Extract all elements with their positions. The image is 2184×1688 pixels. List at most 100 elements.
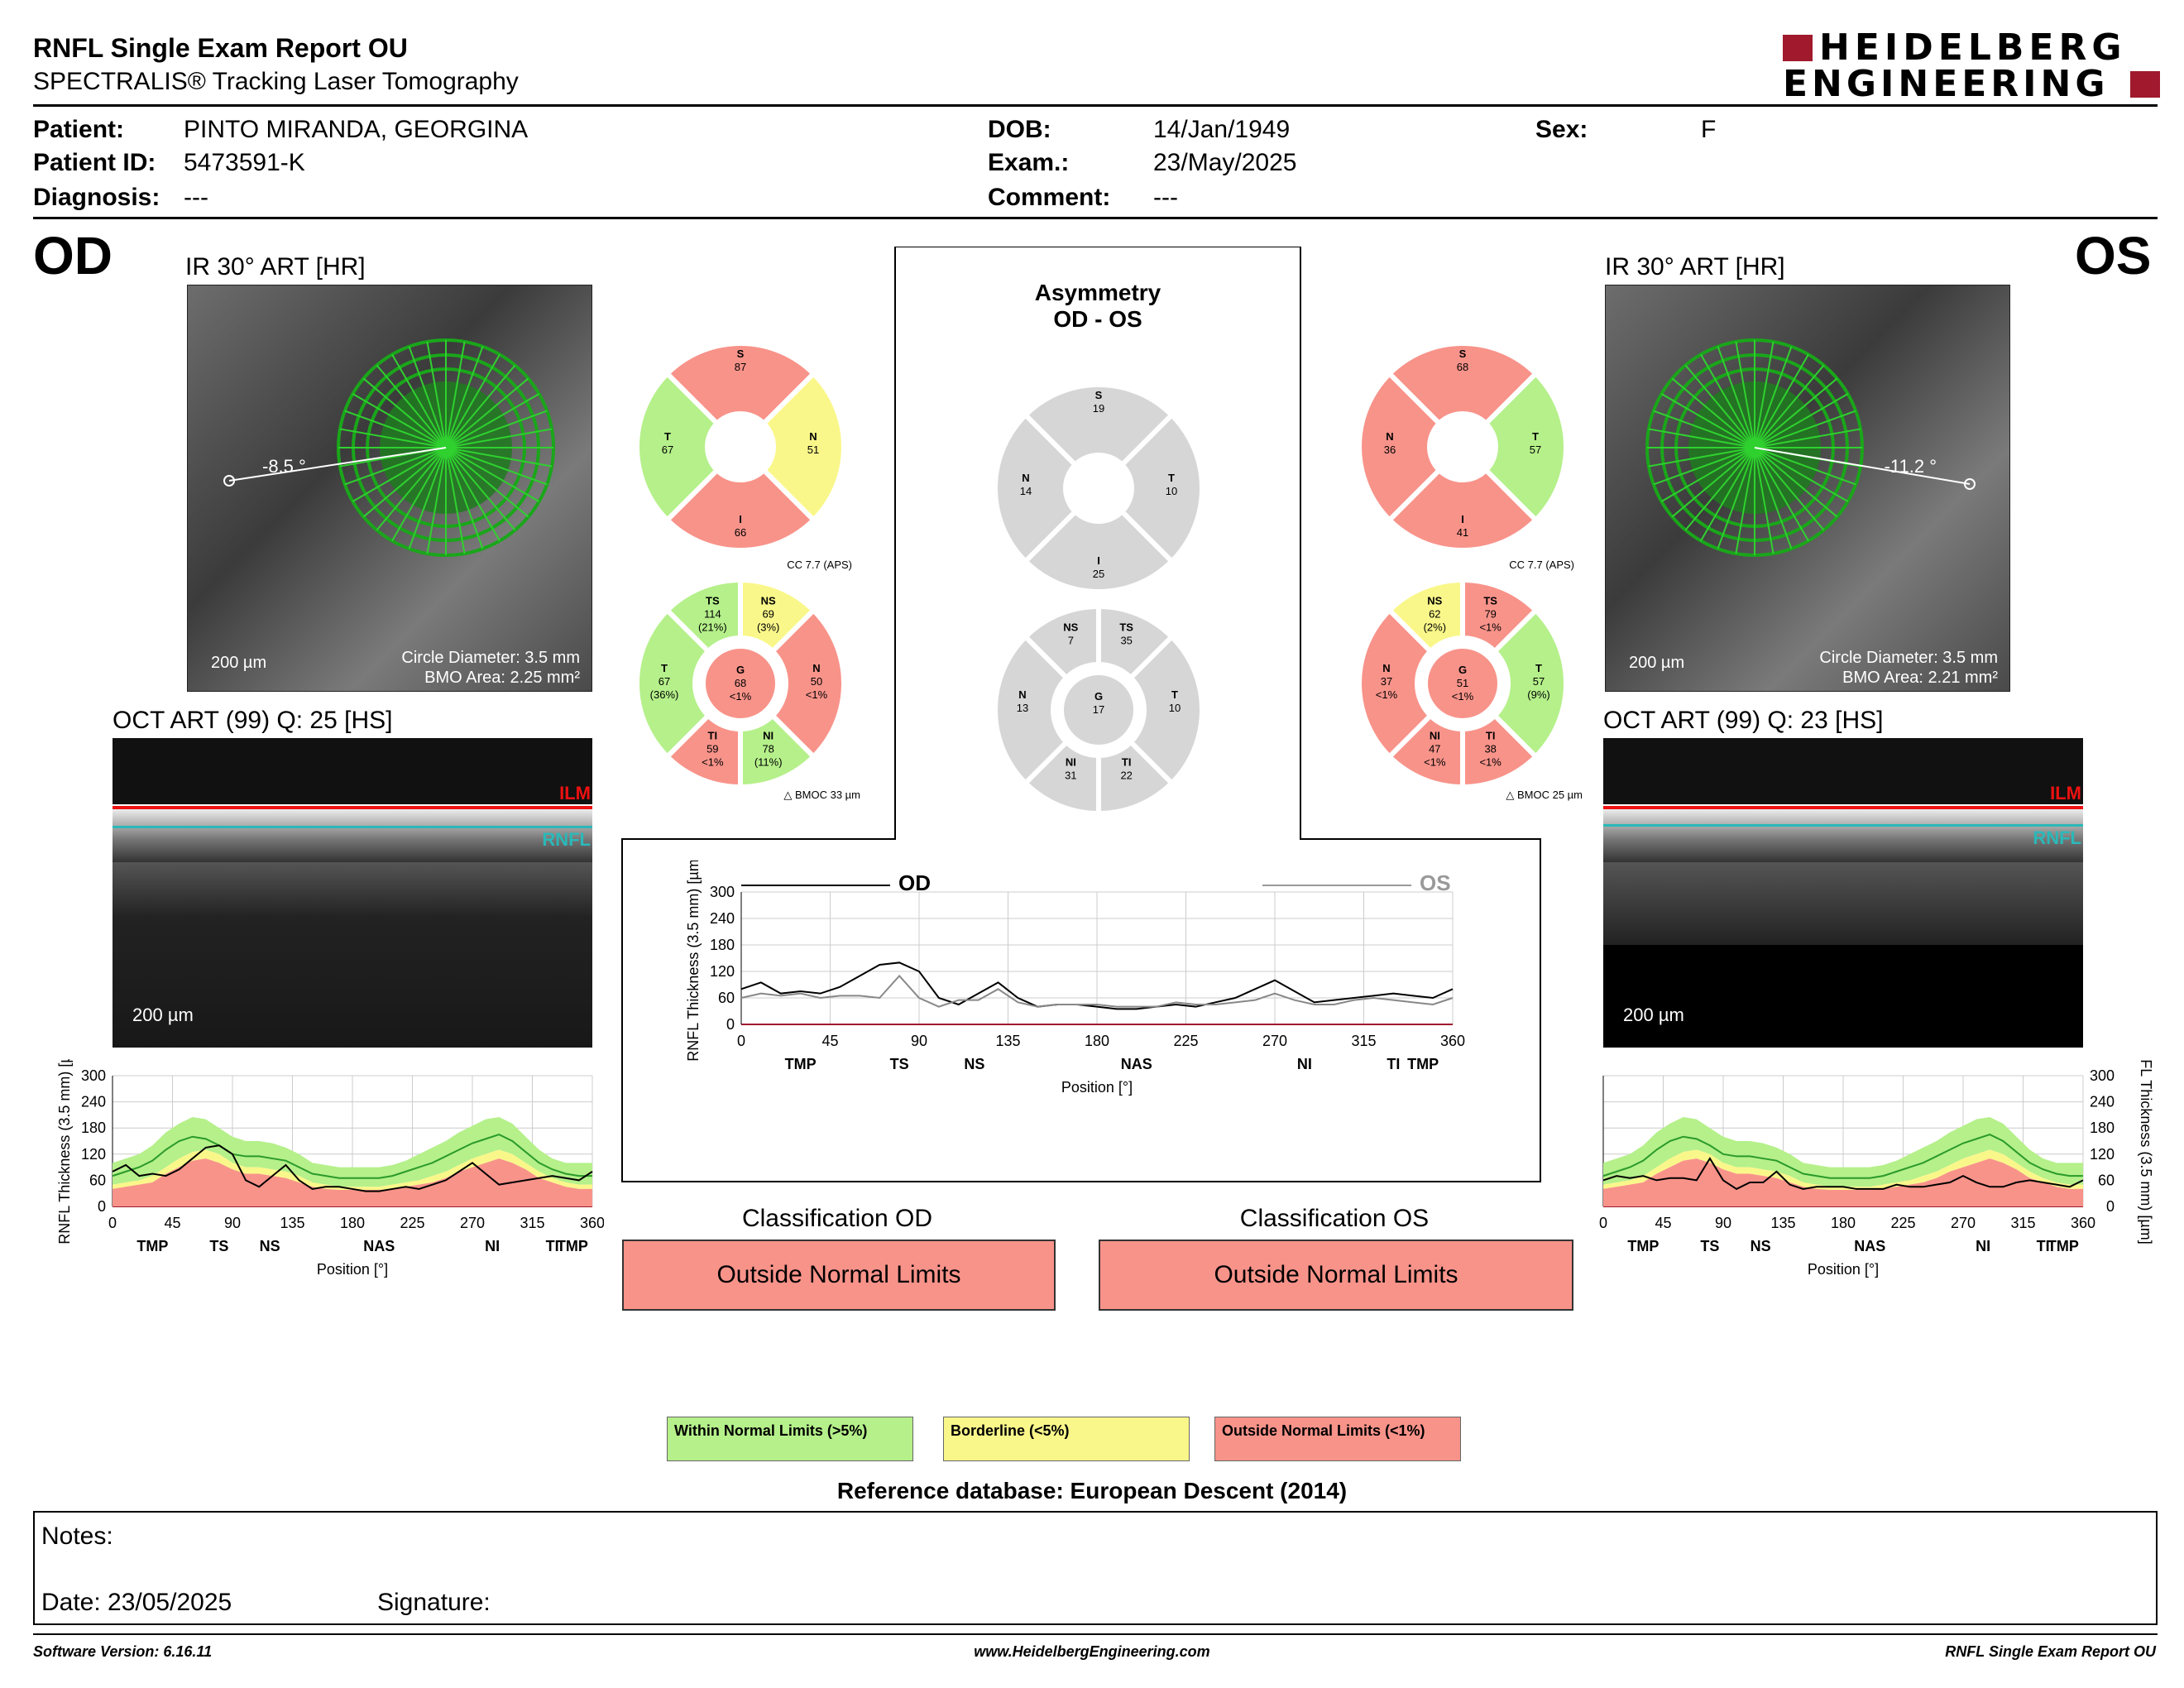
- scan-spoke: [445, 377, 529, 448]
- od-ilm-label: ILM: [559, 783, 591, 803]
- od-rnfl-label: RNFL: [542, 829, 591, 850]
- sector-label: TMP: [2048, 1238, 2079, 1254]
- legend-os-label: OS: [1420, 870, 1451, 895]
- borderline-band: [113, 1149, 592, 1190]
- scan-spoke: [445, 447, 529, 518]
- y-tick-label: 180: [710, 937, 735, 953]
- y-tick-label: 240: [81, 1094, 106, 1110]
- asym-sector-wheel-ns-text-0: NS: [1063, 621, 1078, 634]
- x-tick-label: 225: [400, 1215, 424, 1231]
- os-rnfl-profile-chart: 0 60 120 180 240 300 0 45 90 135 180 225 270 315 360 TM…: [1599, 1059, 2154, 1278]
- scan-spoke: [1754, 341, 1774, 448]
- od-circle-diameter: Circle Diameter: 3.5 mm: [401, 649, 580, 667]
- scan-spoke: [352, 447, 447, 502]
- y-tick-label: 240: [2090, 1094, 2115, 1110]
- scan-spoke: [1653, 410, 1755, 448]
- asym-quadrant-wheel-s: [1022, 382, 1176, 468]
- y-tick-label: 300: [2090, 1067, 2115, 1084]
- classification-os-title: Classification OS: [1239, 1205, 1430, 1232]
- asym-sector-wheel-t: [1127, 633, 1205, 787]
- asym-sector-wheel-ti-text-0: TI: [1122, 755, 1132, 768]
- series-line-od: [740, 961, 1454, 1010]
- os-sector-wheel-ts-text-1: 79: [1484, 608, 1496, 621]
- scan-spoke: [426, 341, 447, 448]
- scan-spoke: [1717, 447, 1755, 549]
- os-circle-diameter: Circle Diameter: 3.5 mm: [1819, 649, 1998, 667]
- y-tick-label: 180: [2090, 1120, 2115, 1136]
- asym-quadrant-wheel-s-label: S: [1095, 389, 1103, 401]
- sector-label: TMP: [785, 1056, 817, 1072]
- series-line-od: [112, 1144, 593, 1192]
- scan-spoke: [445, 447, 466, 554]
- asym-sector-wheel-ts-text-1: 35: [1120, 635, 1132, 647]
- x-tick-label: 360: [1440, 1033, 1465, 1049]
- od-quadrant-wheel-i-label: I: [739, 513, 742, 525]
- scan-spoke: [1754, 353, 1809, 448]
- os-ir-title: IR 30° ART [HR]: [1605, 253, 1785, 281]
- os-sector-wheel-ni-text-0: NI: [1430, 729, 1440, 741]
- scan-spoke: [1684, 364, 1755, 448]
- normal-band: [113, 1117, 592, 1187]
- sector-label: NAS: [363, 1238, 395, 1254]
- od-quadrant-wheel-t-value: 67: [662, 444, 673, 456]
- notes-signature: Signature:: [377, 1589, 491, 1616]
- asym-sector-wheel-ns-text-1: 7: [1068, 635, 1074, 647]
- y-tick-label: 120: [2090, 1146, 2115, 1163]
- x-tick-label: 45: [821, 1033, 838, 1049]
- x-tick-label: 270: [1262, 1033, 1287, 1049]
- asym-sector-wheel-n-text-1: 13: [1017, 702, 1028, 714]
- os-quadrant-wheel-n: [1357, 370, 1443, 524]
- os-sector-wheel-g-text-2: <1%: [1452, 690, 1474, 703]
- scan-spoke: [1660, 447, 1755, 502]
- footer-website[interactable]: www.HeidelbergEngineering.com: [974, 1643, 1210, 1660]
- asym-sector-wheel-ni-text-1: 31: [1065, 769, 1076, 781]
- x-tick-label: 135: [995, 1033, 1020, 1049]
- scan-spoke: [445, 341, 466, 448]
- os-sector-wheel-t-text-1: 57: [1533, 675, 1545, 688]
- x-tick-label: 360: [580, 1215, 604, 1231]
- classification-od-badge: Outside Normal Limits: [622, 1240, 1056, 1311]
- sector-label: NAS: [1121, 1056, 1152, 1072]
- outside-band: [113, 1158, 592, 1206]
- od-fundus-image: -8.5 ° 200 µm Circle Diameter: 3.5 mm BM…: [187, 285, 592, 692]
- exam-value: 23/May/2025: [1153, 149, 1297, 176]
- os-quadrant-wheel-t: [1482, 370, 1569, 524]
- od-quadrant-wheel-s-value: 87: [735, 361, 746, 373]
- scan-spoke: [1754, 447, 1793, 549]
- os-sector-wheel-ti-text-2: <1%: [1479, 755, 1502, 768]
- os-oct-bscan: ILM RNFL 200 µm: [1603, 738, 2083, 1048]
- od-sector-wheel-ns-text-0: NS: [761, 595, 776, 607]
- x-tick-label: 0: [108, 1215, 117, 1231]
- os-sector-wheel-ni-text-1: 47: [1429, 742, 1440, 755]
- od-quadrant-wheel-n: [760, 370, 846, 524]
- x-tick-label: 135: [280, 1215, 304, 1231]
- scan-spoke: [1648, 447, 1755, 468]
- os-angle: -11.2 °: [1885, 456, 1937, 477]
- report-title: RNFL Single Exam Report OU: [33, 33, 408, 63]
- x-tick-label: 0: [737, 1033, 745, 1049]
- os-sector-wheel-bmo: △ BMOC 25 µm: [1506, 789, 1583, 801]
- sector-label: NS: [1751, 1238, 1771, 1254]
- od-angle: -8.5 °: [262, 456, 306, 477]
- x-tick-label: 0: [1599, 1215, 1607, 1231]
- os-label: OS: [2075, 226, 2152, 285]
- scan-spoke: [1754, 410, 1856, 448]
- asymmetry-title-1: Asymmetry: [1034, 280, 1161, 305]
- scan-spoke: [1754, 428, 1861, 448]
- notes-box[interactable]: Notes: Date: 23/05/2025 Signature:: [33, 1511, 2158, 1625]
- scan-spoke: [445, 346, 484, 448]
- y-tick-label: 240: [710, 910, 735, 927]
- od-sector-wheel-ni-text-2: (11%): [754, 755, 783, 768]
- scan-spoke: [445, 410, 548, 448]
- logo-line2: ENGINEERING: [1783, 63, 2110, 105]
- od-sector-wheel-g-text-1: 68: [735, 677, 746, 689]
- asym-sector-wheel-t-text-1: 10: [1169, 702, 1181, 714]
- od-sector-wheel-n: [769, 607, 846, 760]
- asym-sector-wheel-g-text-1: 17: [1093, 703, 1104, 716]
- os-oct-scale: 200 µm: [1623, 1005, 1684, 1025]
- os-sector-wheel-t-text-2: (9%): [1527, 688, 1549, 701]
- footer-report-name: RNFL Single Exam Report OU: [1945, 1643, 2156, 1660]
- asym-sector-wheel-ni-text-0: NI: [1066, 755, 1076, 768]
- os-sector-wheel-ns-text-1: 62: [1429, 608, 1440, 621]
